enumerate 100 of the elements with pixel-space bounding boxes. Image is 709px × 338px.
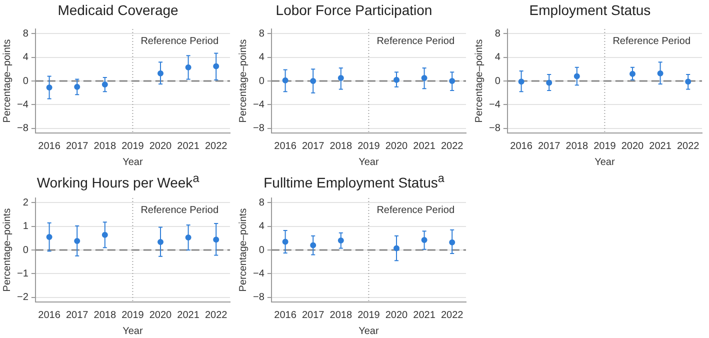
x-tick-label: 2020 bbox=[149, 140, 172, 152]
x-tick-label: 2020 bbox=[385, 310, 408, 321]
y-tick-label: 8 bbox=[258, 197, 265, 208]
y-tick-label: 8 bbox=[494, 28, 501, 40]
point bbox=[74, 238, 80, 244]
x-tick-label: 2019 bbox=[594, 140, 616, 152]
x-tick-label: 2018 bbox=[94, 140, 116, 152]
chart-title: Medicaid Coverage bbox=[56, 1, 180, 20]
chart-title: Fulltime Employment Status$^{a}$ bbox=[262, 171, 446, 191]
y-tick-label: −8 bbox=[252, 123, 265, 134]
y-tick-label: 4 bbox=[258, 221, 265, 232]
x-tick-label: 2016 bbox=[274, 310, 297, 321]
x-tick-label: 2017 bbox=[302, 140, 325, 152]
x-tick-label: 2016 bbox=[510, 140, 533, 152]
x-axis-title: Year bbox=[122, 156, 144, 168]
x-tick-label: 2022 bbox=[204, 140, 228, 152]
x-tick-label: 2022 bbox=[204, 310, 228, 321]
ref-line-label: Reference Period bbox=[376, 36, 455, 47]
x-axis-title: Year bbox=[594, 156, 616, 168]
ref-line-label: Reference Period bbox=[140, 204, 219, 216]
point bbox=[102, 232, 108, 238]
x-tick-label: 2022 bbox=[440, 310, 464, 321]
x-tick-label: 2019 bbox=[358, 140, 380, 152]
y-axis-title: Percentage–points bbox=[2, 208, 13, 292]
point bbox=[282, 238, 288, 245]
point bbox=[685, 78, 692, 85]
point bbox=[158, 238, 164, 245]
point bbox=[657, 70, 664, 76]
x-tick-label: 2016 bbox=[274, 140, 297, 152]
x-tick-label: 2018 bbox=[566, 140, 588, 152]
x-tick-label: 2018 bbox=[330, 310, 352, 321]
x-axis-title: Year bbox=[358, 156, 380, 168]
point bbox=[46, 234, 52, 240]
point bbox=[158, 70, 164, 76]
y-tick-label: −8 bbox=[488, 123, 501, 134]
y-tick-label: 4 bbox=[258, 52, 265, 64]
x-tick-label: 2021 bbox=[649, 140, 672, 152]
y-tick-label: −4 bbox=[252, 268, 265, 280]
y-tick-label: 8 bbox=[258, 28, 265, 40]
chart-title: Lobor Force Participation bbox=[274, 1, 434, 20]
x-tick-label: 2018 bbox=[330, 140, 352, 152]
x-axis-title: Year bbox=[358, 326, 380, 337]
x-tick-label: 2021 bbox=[177, 140, 200, 152]
y-tick-label: 1 bbox=[22, 221, 29, 232]
y-axis-title: Percentage–points bbox=[474, 39, 485, 123]
x-tick-label: 2020 bbox=[385, 140, 408, 152]
x-tick-label: 2016 bbox=[38, 140, 61, 152]
chart-title: Working Hours per Week$^{a}$ bbox=[36, 171, 200, 191]
x-tick-label: 2021 bbox=[413, 140, 436, 152]
x-tick-label: 2017 bbox=[66, 140, 89, 152]
y-tick-label: 4 bbox=[494, 52, 501, 64]
ref-line-label: Reference Period bbox=[612, 36, 691, 47]
point bbox=[394, 245, 400, 252]
y-tick-label: −1 bbox=[16, 268, 29, 280]
x-tick-label: 2019 bbox=[358, 310, 380, 321]
point bbox=[574, 73, 580, 80]
point bbox=[630, 70, 636, 77]
point bbox=[185, 64, 192, 70]
ref-line-label: Reference Period bbox=[376, 204, 455, 216]
y-axis-title: Percentage–points bbox=[238, 208, 249, 292]
y-tick-label: 2 bbox=[22, 197, 29, 208]
x-tick-label: 2019 bbox=[122, 140, 144, 152]
point bbox=[421, 236, 428, 243]
x-tick-label: 2022 bbox=[440, 140, 464, 152]
point bbox=[310, 242, 316, 248]
y-axis-title: Percentage–points bbox=[2, 39, 13, 123]
y-tick-label: 0 bbox=[22, 76, 29, 87]
x-tick-label: 2019 bbox=[122, 310, 144, 321]
ref-line-label: Reference Period bbox=[140, 36, 219, 47]
y-tick-label: 0 bbox=[258, 244, 265, 256]
x-tick-label: 2018 bbox=[94, 310, 116, 321]
x-tick-label: 2021 bbox=[413, 310, 436, 321]
point bbox=[185, 234, 192, 240]
x-tick-label: 2021 bbox=[177, 310, 200, 321]
y-tick-label: 0 bbox=[22, 244, 29, 256]
x-tick-label: 2017 bbox=[302, 310, 325, 321]
x-tick-label: 2016 bbox=[38, 310, 61, 321]
point bbox=[546, 80, 552, 86]
x-axis-title: Year bbox=[122, 326, 144, 337]
y-tick-label: −4 bbox=[16, 99, 29, 110]
y-tick-label: 8 bbox=[22, 28, 29, 40]
y-tick-label: −8 bbox=[16, 123, 29, 134]
y-axis-title: Percentage–points bbox=[238, 39, 249, 123]
x-tick-label: 2022 bbox=[676, 140, 700, 152]
y-tick-label: −2 bbox=[16, 292, 29, 304]
y-tick-label: −8 bbox=[252, 292, 265, 304]
x-tick-label: 2020 bbox=[621, 140, 644, 152]
y-tick-label: −4 bbox=[488, 99, 501, 110]
point bbox=[338, 238, 344, 244]
point bbox=[213, 63, 220, 70]
y-tick-label: −4 bbox=[252, 99, 265, 110]
chart-title: Employment Status bbox=[528, 1, 652, 20]
point bbox=[102, 82, 108, 88]
point bbox=[46, 84, 52, 90]
y-tick-label: 0 bbox=[494, 76, 501, 87]
y-tick-label: 0 bbox=[258, 76, 265, 87]
point bbox=[213, 236, 220, 243]
point bbox=[449, 239, 456, 246]
x-tick-label: 2017 bbox=[538, 140, 561, 152]
x-tick-label: 2017 bbox=[66, 310, 89, 321]
